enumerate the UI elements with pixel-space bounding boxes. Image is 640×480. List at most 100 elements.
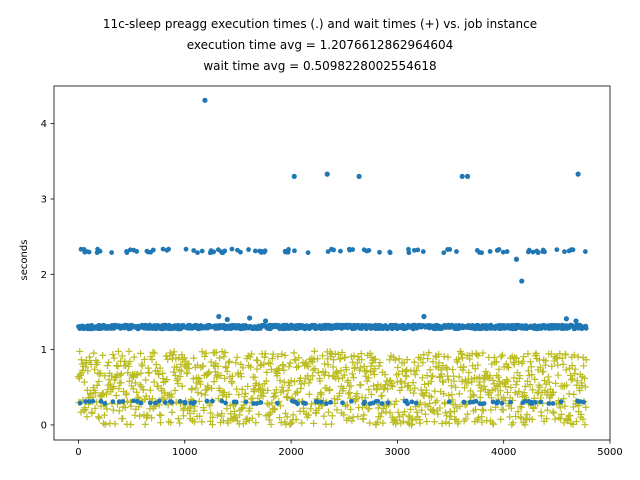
execution-time-point: [499, 400, 505, 406]
wait-time-point: [95, 414, 103, 422]
execution-time-point: [202, 97, 208, 103]
y-tick-label: 4: [41, 119, 47, 130]
wait-time-point: [444, 353, 452, 361]
wait-time-point: [394, 363, 402, 371]
wait-time-point: [168, 393, 176, 401]
wait-time-point: [221, 348, 229, 356]
wait-time-point: [467, 387, 475, 395]
execution-time-point: [156, 398, 162, 404]
wait-time-point: [170, 348, 178, 356]
wait-time-point: [504, 388, 512, 396]
wait-time-point: [409, 415, 417, 423]
wait-time-point: [344, 390, 352, 398]
wait-time-point: [350, 374, 358, 382]
wait-time-point: [333, 406, 341, 414]
wait-time-point: [552, 379, 560, 387]
execution-time-point: [563, 316, 570, 322]
wait-time-point: [460, 363, 468, 371]
wait-time-point: [395, 370, 403, 378]
execution-time-point: [375, 398, 381, 404]
wait-time-point: [217, 371, 225, 379]
wait-time-point: [239, 364, 247, 372]
execution-time-point: [542, 249, 547, 255]
wait-time-point: [559, 360, 567, 368]
wait-time-point: [136, 412, 144, 420]
wait-time-point: [373, 385, 381, 393]
execution-time-point: [573, 318, 579, 324]
execution-time-point: [138, 400, 144, 406]
wait-time-point: [445, 419, 453, 427]
wait-time-point: [411, 371, 419, 379]
wait-time-point: [134, 370, 142, 378]
wait-time-point: [327, 420, 335, 428]
wait-time-point: [176, 419, 184, 427]
wait-time-point: [276, 377, 284, 385]
wait-time-point: [287, 377, 295, 385]
wait-time-point: [121, 404, 129, 412]
wait-time-point: [339, 384, 347, 392]
wait-time-point: [271, 406, 279, 414]
wait-time-point: [246, 353, 254, 361]
execution-time-point: [513, 256, 520, 262]
wait-time-point: [549, 388, 557, 396]
wait-time-point: [268, 365, 276, 373]
chart-title-line-3: wait time avg = 0.5098228002554618: [203, 59, 436, 73]
execution-time-point: [120, 399, 126, 404]
wait-time-point: [329, 363, 337, 371]
wait-time-point: [428, 373, 436, 381]
execution-time-point: [275, 400, 280, 406]
wait-time-point: [507, 383, 515, 391]
wait-time-point: [170, 368, 178, 376]
wait-time-point: [426, 399, 434, 407]
wait-time-point: [421, 380, 429, 388]
wait-time-point: [349, 358, 357, 366]
wait-time-point: [123, 389, 131, 397]
wait-time-point: [305, 379, 313, 387]
wait-time-point: [360, 363, 368, 371]
wait-time-point: [166, 349, 174, 357]
execution-time-point: [481, 401, 487, 406]
wait-time-point: [390, 400, 398, 408]
wait-time-point: [177, 360, 185, 368]
wait-time-point: [117, 370, 125, 378]
wait-time-point: [353, 390, 361, 398]
execution-time-point: [162, 400, 168, 405]
wait-time-point: [191, 418, 199, 426]
wait-time-point: [140, 355, 148, 363]
wait-time-point: [413, 367, 421, 375]
wait-time-point: [425, 349, 433, 357]
wait-time-point: [216, 419, 224, 427]
execution-time-point: [413, 400, 419, 406]
wait-time-point: [198, 348, 206, 356]
wait-time-point: [88, 409, 96, 417]
wait-time-point: [256, 361, 264, 369]
wait-time-point: [100, 419, 108, 427]
wait-time-point: [431, 399, 439, 407]
wait-time-point: [336, 355, 344, 363]
wait-time-point: [283, 393, 291, 401]
wait-time-point: [220, 389, 228, 397]
wait-time-point: [516, 372, 524, 380]
execution-time-point: [110, 399, 116, 405]
wait-time-point: [110, 383, 118, 391]
execution-time-point: [558, 399, 564, 405]
wait-time-point: [77, 356, 85, 364]
wait-time-point: [431, 387, 439, 395]
wait-time-point: [570, 351, 578, 359]
wait-time-point: [420, 351, 428, 359]
wait-time-point: [233, 353, 241, 361]
wait-time-point: [423, 418, 431, 426]
wait-time-point: [386, 409, 394, 417]
wait-time-point: [571, 365, 579, 373]
execution-time-point: [286, 246, 291, 252]
y-tick-label: 3: [41, 194, 47, 205]
wait-time-point: [295, 354, 303, 362]
wait-time-point: [200, 406, 208, 414]
wait-time-point: [392, 420, 400, 428]
wait-time-point: [414, 362, 422, 370]
wait-time-point: [462, 415, 470, 423]
wait-time-point: [115, 407, 123, 415]
execution-time-point: [554, 247, 560, 253]
wait-time-point: [487, 406, 495, 414]
execution-time-point: [303, 401, 308, 406]
